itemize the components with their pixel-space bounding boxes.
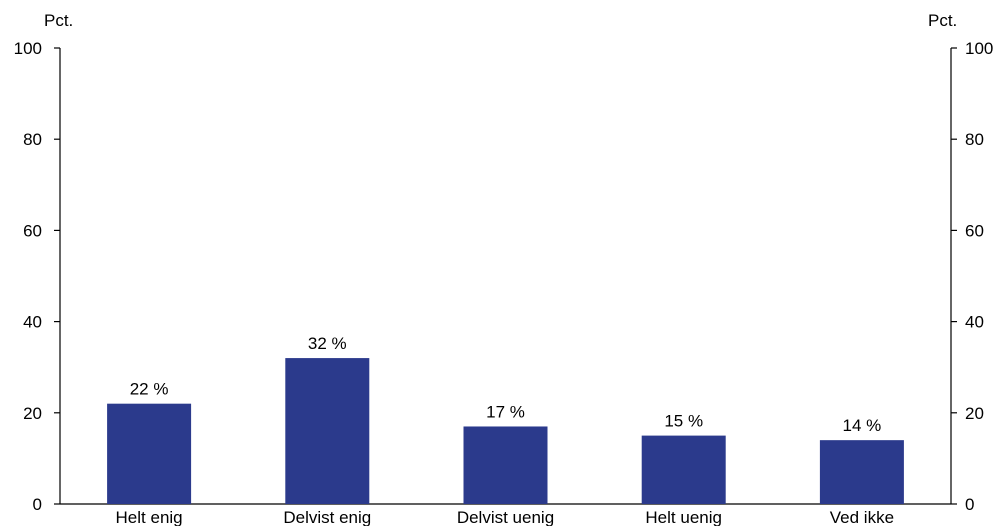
category-label: Helt uenig — [645, 508, 722, 526]
left-y-axis-unit: Pct. — [44, 11, 73, 30]
bar-value-label: 17 % — [486, 402, 525, 421]
left-y-tick-label: 40 — [23, 313, 42, 332]
bar-value-label: 14 % — [843, 416, 882, 435]
bar — [819, 440, 904, 504]
left-y-tick-label: 80 — [23, 130, 42, 149]
bar — [285, 358, 370, 504]
right-y-tick-label: 40 — [965, 313, 984, 332]
right-y-tick-label: 80 — [965, 130, 984, 149]
right-y-tick-label: 20 — [965, 404, 984, 423]
bar-value-label: 32 % — [308, 334, 347, 353]
left-y-ticks: 0 20 40 60 80 100 — [14, 39, 60, 514]
category-label: Delvist uenig — [457, 508, 554, 526]
bar — [107, 403, 192, 504]
left-y-tick-label: 0 — [33, 495, 42, 514]
left-y-tick-label: 60 — [23, 221, 42, 240]
bar-value-labels: 22 % 32 % 17 % 15 % 14 % — [130, 334, 882, 435]
left-y-tick-label: 20 — [23, 404, 42, 423]
bar-value-label: 22 % — [130, 380, 169, 399]
bar — [641, 435, 726, 504]
right-y-axis-unit: Pct. — [928, 11, 957, 30]
category-label: Ved ikke — [830, 508, 894, 526]
bar-value-label: 15 % — [664, 412, 703, 431]
category-label: Helt enig — [116, 508, 183, 526]
right-y-tick-label: 60 — [965, 221, 984, 240]
right-y-ticks: 0 20 40 60 80 100 — [951, 39, 993, 514]
category-labels: Helt enig Delvist enig Delvist uenig Helt u… — [116, 508, 894, 526]
right-y-tick-label: 0 — [965, 495, 974, 514]
left-y-tick-label: 100 — [14, 39, 42, 58]
category-label: Delvist enig — [283, 508, 371, 526]
right-y-tick-label: 100 — [965, 39, 993, 58]
bars — [107, 358, 904, 504]
bar — [463, 426, 548, 504]
